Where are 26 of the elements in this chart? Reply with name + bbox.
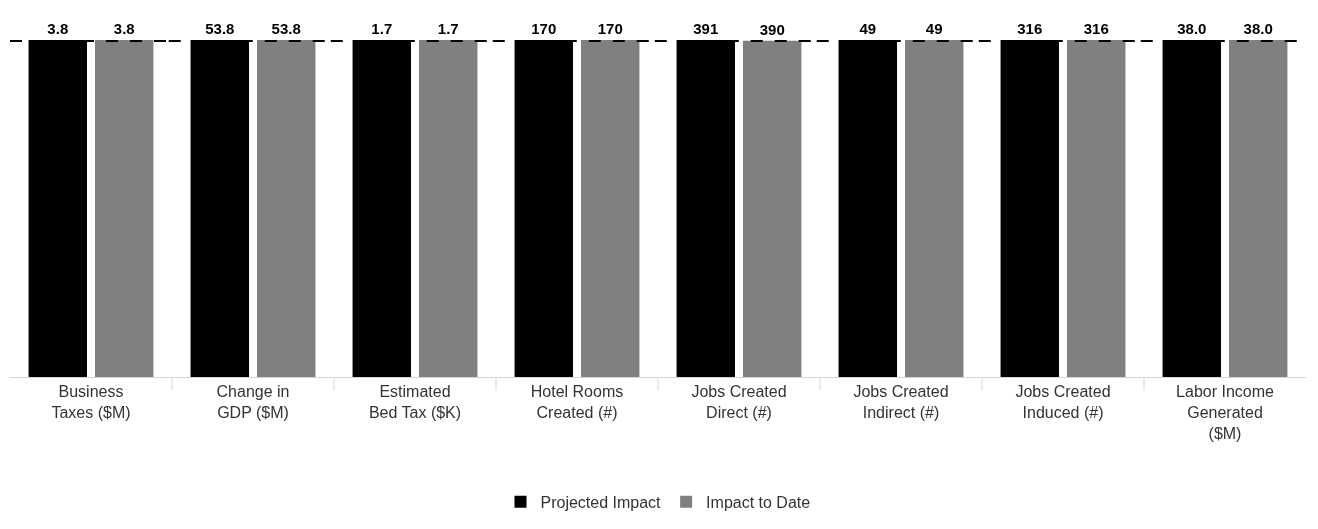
data-label: 1.7 (371, 20, 393, 37)
x-tick-label: Estimated Bed Tax ($K) (368, 383, 462, 421)
data-label: 390 (759, 20, 785, 38)
x-tick-label: Change in GDP ($M) (216, 383, 290, 421)
data-label: 38.0 (1243, 20, 1273, 37)
legend-label: Projected Impact (540, 493, 662, 511)
x-tick-label: Jobs Created Indirect (#) (853, 383, 949, 421)
data-label: 170 (531, 20, 557, 37)
data-label: 1.7 (437, 20, 459, 37)
data-label: 170 (597, 20, 623, 37)
x-tick-label: Hotel Rooms Created (#) (530, 383, 624, 421)
x-tick-label: Jobs Created Induced (#) (1015, 383, 1111, 421)
legend-label: Impact to Date (706, 493, 811, 511)
data-label: 49 (925, 20, 943, 37)
data-label: 53.8 (205, 20, 235, 37)
data-label: 3.8 (47, 20, 69, 37)
data-label: 316 (1017, 20, 1043, 37)
x-tick-label: Business Taxes ($M) (51, 383, 131, 421)
x-tick-label: Jobs Created Direct (#) (691, 383, 787, 421)
data-label: 53.8 (271, 20, 301, 37)
data-label: 316 (1083, 20, 1109, 37)
x-tick-label: Labor Income Generated ($M) (1176, 383, 1275, 442)
data-label: 38.0 (1177, 20, 1207, 37)
data-label: 49 (859, 20, 877, 37)
data-label: 391 (693, 20, 719, 37)
data-label: 3.8 (113, 20, 135, 37)
